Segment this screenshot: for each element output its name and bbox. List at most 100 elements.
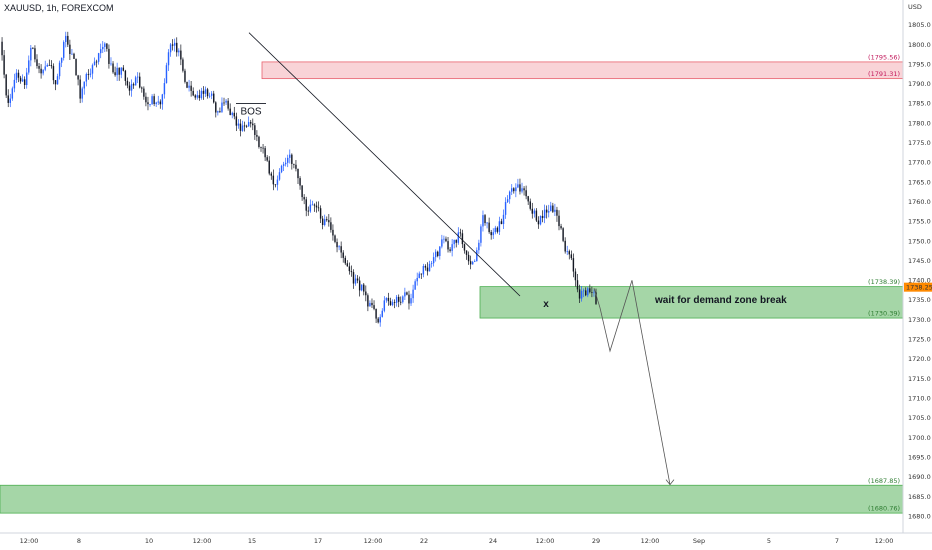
candle-body [422,266,425,275]
candle-body [247,122,250,127]
candle-body [564,240,566,252]
candle-body [60,57,63,63]
candle-body [40,68,42,74]
candle-body [511,188,513,192]
candle-body [397,296,400,302]
price-tick-label: 1730.0 [908,316,931,324]
candle-body [245,125,248,127]
candle-body [287,157,289,163]
candle-body [85,74,88,82]
candle-body [437,251,439,257]
candle-body [471,261,474,265]
candle-body [13,79,16,89]
candle-body [474,261,476,262]
candle-body [535,210,538,221]
price-tick-label: 1750.0 [908,237,931,245]
candle-body [508,191,511,200]
candle-body [465,250,468,255]
candle-body [402,296,404,303]
candle-body [416,277,418,282]
candle-body [73,53,75,59]
candle-body [173,42,176,46]
candle-body [492,232,494,236]
candle-body [291,154,293,164]
candle-body [159,101,162,105]
candle-body [313,204,316,206]
candle-body [120,67,122,75]
candle-body [196,95,199,98]
current-price-tag [904,282,932,292]
time-tick-label: 12:00 [193,537,212,545]
candle-body [490,232,492,236]
candle-body [71,53,73,55]
candle-body [141,87,143,89]
candle-body [194,95,196,98]
candle-body [406,292,408,295]
candle-body [342,252,344,258]
candle-body [223,102,225,104]
candle-body [38,66,40,69]
candle-body [379,316,381,323]
candle-body [295,164,297,169]
candle-body [529,201,531,209]
candle-body [426,267,429,272]
candle-body [350,271,353,273]
candle-body [190,85,192,91]
candle-body [213,93,215,103]
candle-body [360,284,363,291]
candle-body [377,318,379,323]
candle-body [502,214,505,225]
candle-body [482,215,484,227]
candle-body [122,67,125,71]
candle-body [192,90,194,96]
time-tick-label: 7 [835,537,839,545]
demand-zone [0,484,904,514]
price-tick-label: 1785.0 [908,100,931,108]
candle-body [527,196,529,202]
candle-body [330,222,332,230]
candle-body [114,72,116,76]
candle-body [513,188,515,192]
candle-body [391,302,394,306]
candle-body [443,238,445,240]
candle-body [155,102,157,105]
candle-body [186,81,188,88]
candle-body [266,157,268,161]
candle-body [531,208,534,214]
candle-body [334,235,336,242]
candle-body [358,280,361,291]
candle-body [293,163,295,165]
time-tick-label: 12:00 [536,537,555,545]
candle-body [525,190,527,197]
candle-body [585,290,587,296]
price-tick-label: 1695.0 [908,453,931,461]
price-tick-label: 1680.0 [908,512,931,520]
x-mark: x [543,299,549,310]
candle-body [258,136,260,147]
candle-body [439,246,441,257]
candle-body [87,74,90,75]
candle-body [145,96,147,103]
price-tick-label: 1720.0 [908,355,931,363]
candle-body [171,44,174,46]
time-tick-label: Sep [693,537,705,545]
candle-body [307,210,309,212]
candle-body [270,173,273,176]
candle-body [65,35,67,43]
time-tick-label: 22 [420,537,428,545]
candle-body [182,59,184,71]
candle-body [241,125,244,131]
candle-body [116,67,118,76]
candle-body [338,246,340,248]
time-tick-label: 10 [145,537,153,545]
candle-body [589,288,591,293]
candle-body [301,185,303,198]
currency-label: USD [908,3,922,11]
price-axis: 1680.0 1685.0 1690.0 1695.0 1700.0 1705.0 1710… [904,21,932,520]
candle-body [235,116,238,126]
candle-body [97,53,100,62]
candle-body [15,72,18,80]
current-price-label: 1738.25 [906,283,932,291]
zone-bottom-label: (1791.31) [868,70,900,78]
